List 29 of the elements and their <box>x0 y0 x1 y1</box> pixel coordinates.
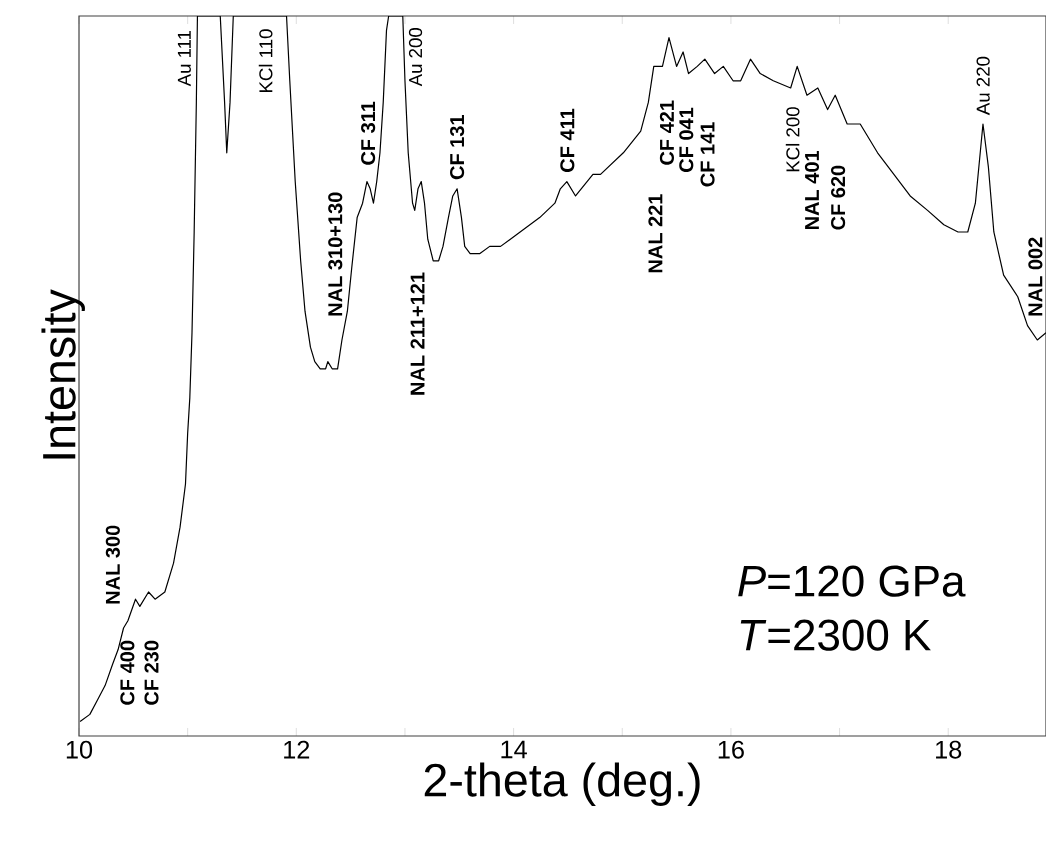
annotation: CF 411 <box>560 108 575 172</box>
annotation: Au 220 <box>976 56 990 116</box>
annotation: NAL 300 <box>105 525 120 604</box>
annotation: Au 200 <box>408 27 423 87</box>
annotation: NAL 002 <box>1028 237 1043 316</box>
annotation: CF 421 <box>659 100 675 165</box>
annotation: CF 311 <box>361 101 376 165</box>
x-tick-label: 18 <box>936 740 962 759</box>
annotation: CF 400 <box>120 640 135 705</box>
annotation: KCl 110 <box>258 29 273 93</box>
annotation: CF 041 <box>679 107 694 172</box>
annotation: NAL 221 <box>648 194 663 273</box>
annotation: T=2300 K <box>740 619 931 651</box>
annotation: NAL 211+121 <box>410 272 425 395</box>
annotation: P=120 GPa <box>738 565 966 597</box>
y-axis-title: Intensity <box>41 289 85 459</box>
annotation: NAL 310+130 <box>328 192 343 316</box>
x-axis-title: 2-theta (deg.) <box>424 762 700 806</box>
annotation: NAL 401 <box>804 150 820 230</box>
x-tick-label: 10 <box>66 740 93 759</box>
annotation: CF 131 <box>450 114 465 180</box>
annotation: KCl 200 <box>785 107 800 172</box>
annotation: CF 141 <box>700 122 715 187</box>
x-tick-label: 16 <box>718 740 744 759</box>
x-tick-label: 12 <box>284 740 310 759</box>
x-tick-label: 14 <box>501 740 527 759</box>
annotation: CF 230 <box>144 640 159 705</box>
annotation: Au 111 <box>177 30 191 87</box>
annotation: CF 620 <box>831 165 846 230</box>
